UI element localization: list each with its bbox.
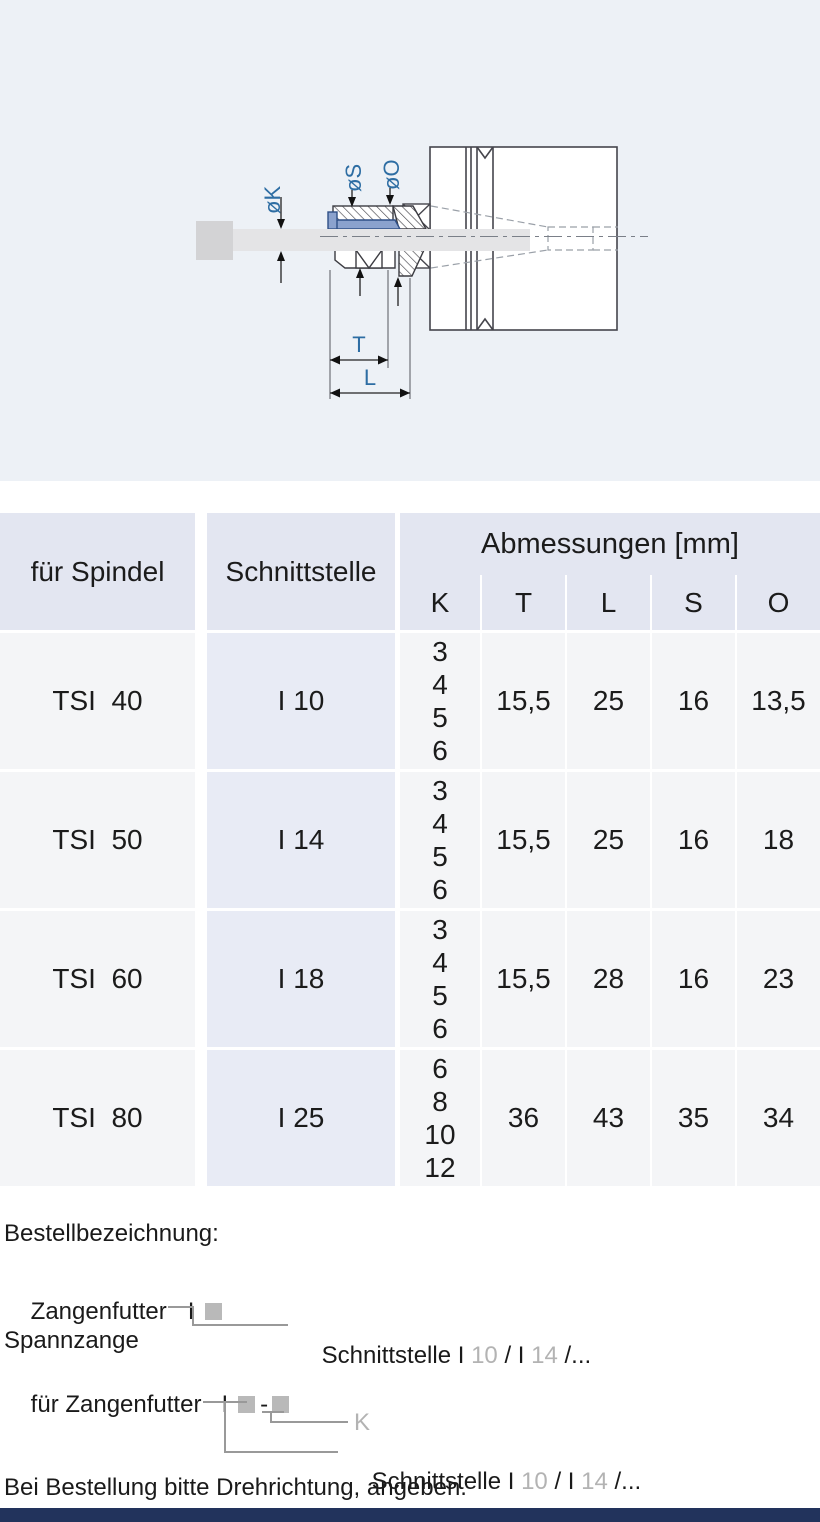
hatched-cap <box>332 205 394 222</box>
spannzange-label-1: Spannzange <box>4 1327 139 1354</box>
schnittstelle-ref-1: Schnittstelle I 10 / I 14 /... <box>295 1314 592 1398</box>
collet-blue <box>329 219 402 230</box>
cell-t: 15,5 <box>482 633 565 769</box>
connector-line <box>168 1306 194 1308</box>
col-header-spindel: für Spindel <box>0 513 195 630</box>
spec-placeholder-square <box>205 1303 223 1320</box>
ordering-line-spannzange: für ZangenfutterI- <box>4 1363 290 1447</box>
ref-value-1: 10 <box>521 1468 548 1495</box>
zangenfutter-code: I <box>188 1298 195 1325</box>
table-row: TSI 80 I 25 6 8 10 12 36 43 35 34 <box>0 1050 820 1186</box>
cell-t: 15,5 <box>482 911 565 1047</box>
dimensions-table: für Spindel Schnittstelle Abmessungen [m… <box>0 513 820 1186</box>
col-header-abmessungen: Abmessungen [mm] <box>400 513 820 575</box>
connector-line <box>224 1451 338 1453</box>
collet-chuck <box>327 205 428 277</box>
table-row: TSI 60 I 18 3 4 5 6 15,5 28 16 23 <box>0 911 820 1047</box>
cell-o: 18 <box>737 772 820 908</box>
connector-line <box>224 1401 226 1453</box>
spec-placeholder-square <box>272 1396 290 1413</box>
col-header-l: L <box>567 575 650 630</box>
ref-sep: / I <box>497 1342 532 1369</box>
cell-spindel: TSI 40 <box>0 633 195 769</box>
cell-s: 35 <box>652 1050 735 1186</box>
cell-spindel: TSI 50 <box>0 772 195 908</box>
cell-l: 28 <box>567 911 650 1047</box>
cell-o: 23 <box>737 911 820 1047</box>
table-header: für Spindel Schnittstelle Abmessungen [m… <box>0 513 820 630</box>
cell-o: 13,5 <box>737 633 820 769</box>
ref-suffix: /... <box>557 1342 592 1369</box>
ref-value-1: 10 <box>471 1342 498 1369</box>
cell-spindel: TSI 80 <box>0 1050 195 1186</box>
dim-label-s: øS <box>341 164 366 192</box>
collet-chuck-drawing: øK øS øO <box>196 146 648 399</box>
ordering-line-zangenfutter: Zangenfutter I <box>4 1270 223 1354</box>
col-header-t: T <box>482 575 565 630</box>
dim-label-o: øO <box>379 159 404 190</box>
dash: - <box>260 1391 269 1418</box>
col-header-s: S <box>652 575 735 630</box>
collet-nose <box>327 211 338 230</box>
cell-s: 16 <box>652 911 735 1047</box>
cell-t: 36 <box>482 1050 565 1186</box>
ref-value-2: 14 <box>581 1468 608 1495</box>
ordering-note: Bei Bestellung bitte Drehrichtung, angeb… <box>4 1474 467 1501</box>
ref-suffix: /... <box>607 1468 642 1495</box>
col-header-schnittstelle: Schnittstelle <box>207 513 395 630</box>
ref-prefix: Schnittstelle I <box>371 1468 522 1495</box>
cell-k: 3 4 5 6 <box>400 633 480 769</box>
dim-label-l: L <box>364 365 376 390</box>
cell-schnittstelle: I 10 <box>207 633 395 769</box>
schnittstelle-ref-2: Schnittstelle I 10 / I 14 /... <box>345 1440 642 1522</box>
col-header-o: O <box>737 575 820 630</box>
cell-s: 16 <box>652 772 735 908</box>
footer-bar <box>0 1508 820 1522</box>
hidden-taper-lines <box>430 205 618 269</box>
cell-schnittstelle: I 14 <box>207 772 395 908</box>
zangenfutter-label: Zangenfutter <box>30 1298 167 1325</box>
ref-sep: / I <box>547 1468 582 1495</box>
cell-s: 16 <box>652 633 735 769</box>
col-header-k: K <box>400 575 480 630</box>
tool-end-block <box>196 221 233 260</box>
cell-k: 6 8 10 12 <box>400 1050 480 1186</box>
connector-line <box>270 1421 348 1423</box>
connector-line <box>270 1411 272 1423</box>
ordering-title: Bestellbezeichnung: <box>4 1220 219 1247</box>
table-row: TSI 50 I 14 3 4 5 6 15,5 25 16 18 <box>0 772 820 908</box>
cell-l: 25 <box>567 772 650 908</box>
cell-t: 15,5 <box>482 772 565 908</box>
ref-prefix: Schnittstelle I <box>321 1342 472 1369</box>
cell-o: 34 <box>737 1050 820 1186</box>
dimension-annotations: øK øS øO <box>260 159 411 399</box>
cell-spindel: TSI 60 <box>0 911 195 1047</box>
spec-placeholder-square <box>238 1396 256 1413</box>
cell-schnittstelle: I 25 <box>207 1050 395 1186</box>
table-row: TSI 40 I 10 3 4 5 6 15,5 25 16 13,5 <box>0 633 820 769</box>
spannzange-label-2: für Zangenfutter <box>30 1391 202 1418</box>
cell-schnittstelle: I 18 <box>207 911 395 1047</box>
connector-line <box>262 1411 284 1413</box>
ref-value-2: 14 <box>531 1342 558 1369</box>
connector-line <box>192 1306 194 1326</box>
cell-k: 3 4 5 6 <box>400 772 480 908</box>
tool-shank <box>232 229 530 251</box>
k-ref: K <box>354 1409 371 1436</box>
cell-l: 43 <box>567 1050 650 1186</box>
cell-l: 25 <box>567 633 650 769</box>
dim-label-t: T <box>352 332 365 357</box>
connector-line <box>192 1324 288 1326</box>
technical-drawing-section: øK øS øO <box>0 0 820 481</box>
cell-k: 3 4 5 6 <box>400 911 480 1047</box>
